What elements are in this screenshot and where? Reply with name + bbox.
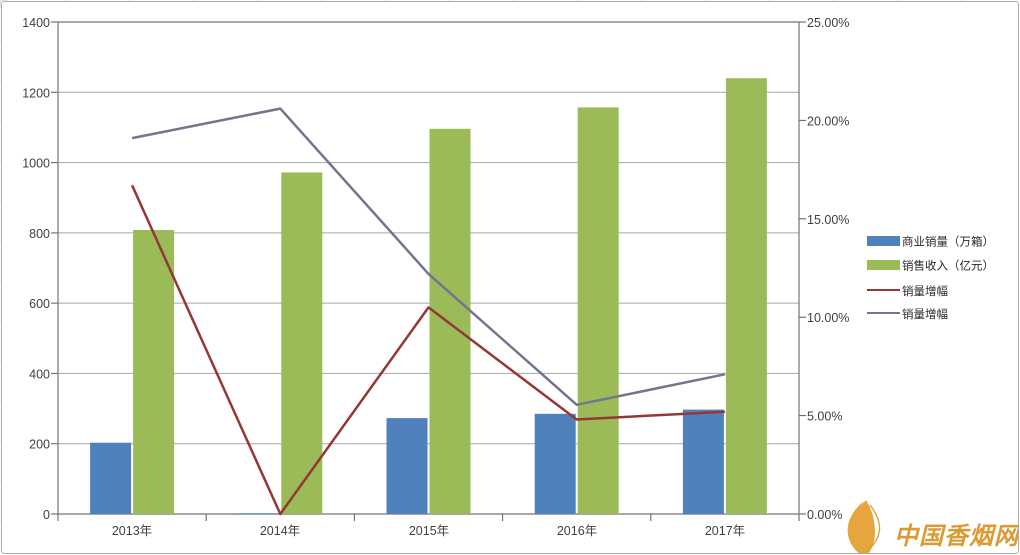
svg-text:400: 400	[29, 367, 50, 381]
svg-text:2016年: 2016年	[557, 524, 597, 538]
svg-text:1200: 1200	[22, 86, 50, 100]
svg-text:0.00%: 0.00%	[807, 508, 842, 522]
svg-text:800: 800	[29, 227, 50, 241]
svg-text:1000: 1000	[22, 157, 50, 171]
svg-text:0: 0	[43, 508, 50, 522]
svg-text:销量增幅: 销量增幅	[902, 307, 948, 321]
svg-text:商业销量（万箱）: 商业销量（万箱）	[902, 235, 994, 249]
svg-text:销售收入（亿元）: 销售收入（亿元）	[902, 259, 994, 273]
svg-text:25.00%: 25.00%	[807, 16, 849, 30]
svg-text:2017年: 2017年	[705, 524, 745, 538]
svg-text:2015年: 2015年	[409, 524, 449, 538]
svg-text:2013年: 2013年	[112, 524, 152, 538]
svg-text:15.00%: 15.00%	[807, 213, 849, 227]
svg-text:20.00%: 20.00%	[807, 114, 849, 128]
svg-text:销量增幅: 销量增幅	[902, 284, 948, 298]
svg-text:200: 200	[29, 438, 50, 452]
svg-text:2014年: 2014年	[260, 524, 300, 538]
svg-text:600: 600	[29, 297, 50, 311]
svg-text:5.00%: 5.00%	[807, 410, 842, 424]
svg-text:1400: 1400	[22, 16, 50, 30]
svg-text:10.00%: 10.00%	[807, 311, 849, 325]
